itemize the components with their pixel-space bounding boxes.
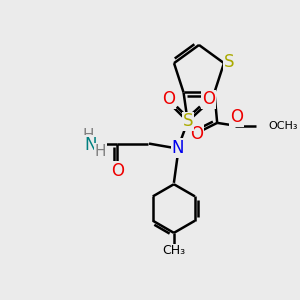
Text: N: N [172, 139, 184, 157]
Text: S: S [224, 53, 234, 71]
Text: N: N [85, 136, 97, 154]
Text: O: O [230, 108, 243, 126]
Text: OCH₃: OCH₃ [268, 121, 298, 130]
Text: H: H [82, 128, 94, 143]
Text: CH₃: CH₃ [162, 244, 185, 257]
Text: O: O [190, 125, 203, 143]
Text: O: O [162, 90, 175, 108]
Text: O: O [202, 90, 215, 108]
Text: S: S [182, 112, 193, 130]
Text: H: H [94, 144, 106, 159]
Text: O: O [111, 162, 124, 180]
